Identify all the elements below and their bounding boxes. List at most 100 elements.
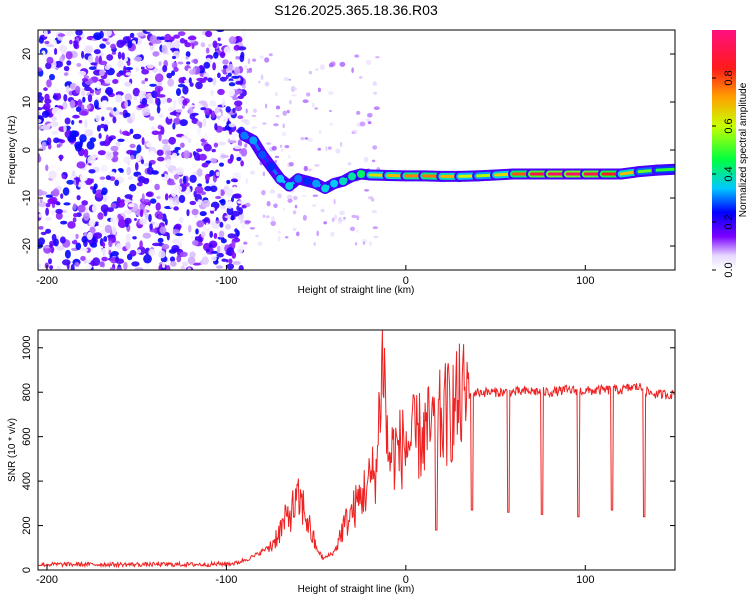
noise-blob (141, 97, 148, 106)
noise-blob (232, 107, 236, 114)
noise-speck (281, 148, 284, 152)
noise-blob (141, 80, 146, 85)
noise-blob (106, 207, 115, 213)
noise-speck (373, 106, 380, 110)
noise-blob (126, 166, 131, 176)
noise-blob (99, 141, 106, 146)
noise-blob (102, 38, 108, 42)
noise-speck (371, 159, 376, 163)
noise-blob (205, 222, 209, 230)
noise-blob (92, 251, 99, 256)
noise-blob (173, 40, 181, 49)
noise-blob (217, 141, 226, 146)
noise-speck (363, 156, 368, 163)
noise-blob (87, 55, 94, 63)
noise-blob (166, 265, 171, 270)
noise-blob (166, 72, 173, 79)
x-tick-label: -100 (215, 275, 237, 287)
noise-speck (283, 77, 290, 82)
noise-blob (90, 242, 98, 248)
noise-speck (339, 61, 346, 67)
noise-blob (173, 34, 181, 39)
noise-blob (214, 123, 218, 131)
noise-blob (62, 101, 68, 110)
noise-blob (134, 218, 137, 221)
noise-speck (282, 110, 288, 116)
noise-speck (349, 226, 356, 232)
noise-blob (234, 66, 241, 75)
noise-speck (277, 193, 282, 199)
noise-blob (63, 72, 69, 76)
colorbar-tick-label: 0.0 (723, 262, 735, 277)
noise-blob (142, 232, 151, 239)
noise-blob (126, 61, 131, 66)
noise-blob (45, 228, 52, 234)
noise-blob (77, 204, 86, 213)
noise-blob (151, 130, 160, 136)
noise-blob (222, 65, 228, 69)
noise-speck (282, 208, 286, 211)
x-tick-label: 100 (576, 574, 594, 586)
noise-blob (213, 142, 219, 148)
noise-speck (338, 221, 342, 225)
noise-blob (172, 55, 176, 60)
noise-blob (201, 256, 209, 265)
noise-blob (120, 199, 125, 203)
noise-blob (136, 32, 146, 37)
noise-blob (196, 220, 204, 228)
noise-speck (268, 53, 273, 57)
noise-blob (98, 60, 108, 66)
noise-blob (123, 199, 132, 203)
noise-speck (292, 227, 297, 232)
noise-blob (141, 137, 145, 146)
noise-speck (257, 241, 263, 247)
noise-blob (187, 137, 192, 144)
noise-blob (211, 250, 219, 254)
noise-speck (358, 76, 363, 79)
noise-blob (101, 256, 108, 262)
noise-blob (184, 42, 192, 48)
noise-blob (216, 112, 222, 117)
noise-blob (203, 76, 208, 81)
noise-speck (302, 195, 307, 198)
noise-blob (224, 215, 233, 219)
noise-blob (89, 226, 96, 234)
noise-blob (182, 261, 189, 267)
noise-speck (266, 201, 271, 207)
noise-blob (79, 134, 87, 143)
noise-blob (104, 224, 112, 234)
noise-blob (157, 81, 163, 86)
noise-speck (244, 65, 248, 69)
noise-speck (330, 61, 336, 67)
noise-blob (106, 54, 114, 61)
noise-blob (161, 243, 170, 250)
noise-blob (220, 238, 227, 244)
noise-blob (53, 88, 61, 94)
noise-blob (46, 79, 52, 88)
noise-speck (339, 210, 345, 216)
noise-blob (86, 231, 93, 241)
noise-speck (317, 147, 322, 151)
noise-blob (99, 69, 105, 77)
noise-speck (264, 103, 268, 109)
noise-blob (136, 98, 141, 106)
noise-blob (238, 265, 244, 270)
noise-blob (45, 217, 53, 221)
noise-speck (249, 227, 255, 230)
noise-blob (219, 51, 226, 59)
noise-blob (55, 167, 62, 172)
noise-speck (329, 109, 332, 113)
noise-speck (307, 137, 313, 142)
noise-speck (292, 210, 297, 215)
noise-blob (48, 258, 52, 265)
noise-speck (249, 67, 252, 70)
noise-blob (169, 199, 173, 209)
noise-blob (38, 226, 44, 230)
noise-blob (159, 36, 166, 41)
noise-blob (84, 129, 94, 137)
colorbar-gradient (712, 30, 736, 270)
noise-blob (198, 121, 203, 129)
noise-blob (210, 255, 217, 262)
noise-blob (93, 232, 103, 239)
noise-blob (237, 95, 244, 100)
